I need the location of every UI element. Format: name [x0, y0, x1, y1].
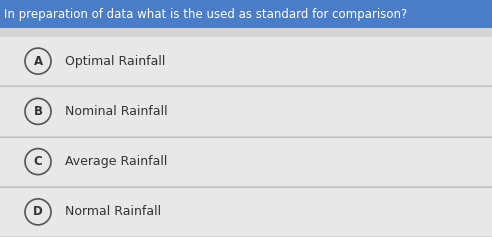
Text: Nominal Rainfall: Nominal Rainfall	[65, 105, 168, 118]
Bar	[0, 37, 492, 85]
Text: A: A	[33, 55, 43, 68]
Bar	[0, 188, 492, 236]
Bar	[0, 87, 492, 136]
Text: Average Rainfall: Average Rainfall	[65, 155, 167, 168]
Bar	[0, 0, 492, 28]
Text: In preparation of data what is the used as standard for comparison?: In preparation of data what is the used …	[4, 8, 407, 20]
Ellipse shape	[25, 48, 51, 74]
Ellipse shape	[25, 149, 51, 175]
Text: Normal Rainfall: Normal Rainfall	[65, 205, 161, 218]
Text: C: C	[33, 155, 42, 168]
Ellipse shape	[25, 98, 51, 124]
Text: Optimal Rainfall: Optimal Rainfall	[65, 55, 165, 68]
Ellipse shape	[25, 199, 51, 225]
Text: B: B	[33, 105, 42, 118]
Bar	[0, 137, 492, 186]
Text: D: D	[33, 205, 43, 218]
